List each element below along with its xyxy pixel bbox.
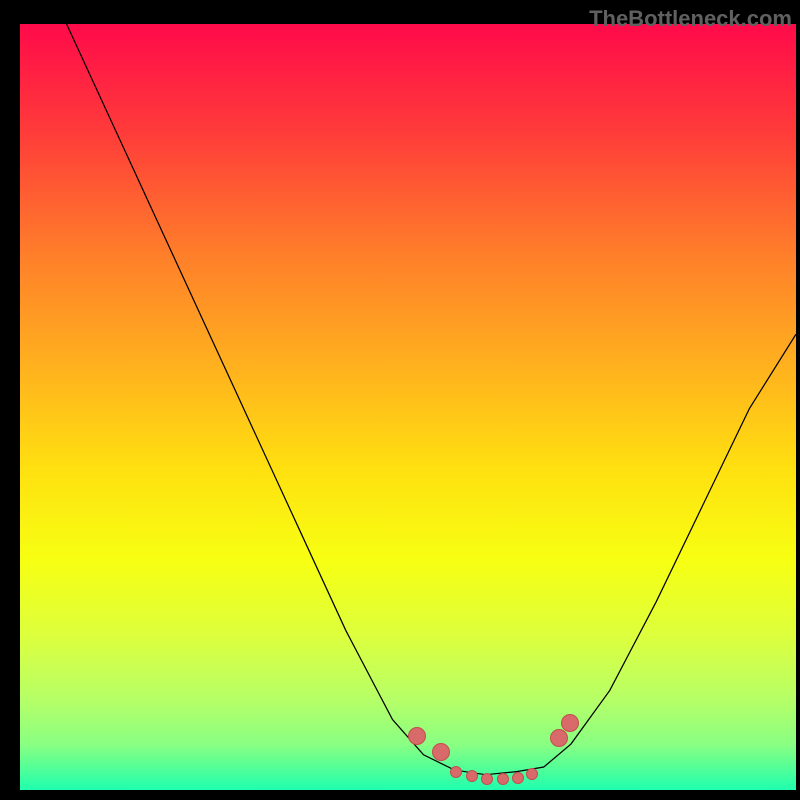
curve-marker [432, 743, 450, 761]
curve-marker [561, 714, 579, 732]
curve-marker [512, 772, 524, 784]
curve-marker [497, 773, 509, 785]
watermark-text: TheBottleneck.com [589, 6, 792, 32]
plot-area [20, 24, 796, 790]
chart-root: TheBottleneck.com [0, 0, 800, 800]
curve-marker [408, 727, 426, 745]
curve-marker [450, 766, 462, 778]
curve-marker [481, 773, 493, 785]
curve-markers [20, 24, 796, 790]
curve-marker [466, 770, 478, 782]
curve-marker [550, 729, 568, 747]
curve-marker [526, 768, 538, 780]
